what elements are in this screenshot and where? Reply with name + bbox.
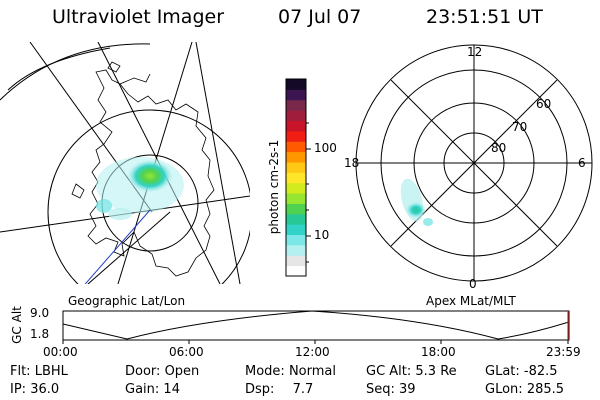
geo-aurora-core (128, 160, 172, 192)
info-seq-value: 39 (399, 382, 416, 397)
info-gain-value: 14 (163, 382, 180, 397)
geo-coast-inlet (119, 73, 151, 85)
polar-aurora-core (406, 202, 426, 218)
info-gc-alt: GC Alt: 5.3 Re (366, 364, 457, 379)
geo-coastline (87, 69, 215, 277)
altitude-xtick-0000: 00:00 (43, 345, 78, 359)
altitude-plot (62, 310, 570, 344)
mlt-label-18: 18 (344, 156, 360, 170)
colorbar-band (286, 130, 306, 142)
geo-aurora-patch (108, 208, 132, 220)
colorbar-frame (285, 78, 307, 277)
colorbar-band (286, 161, 306, 173)
colorbar-tick-label-10: 10 (314, 228, 330, 242)
colorbar-band (286, 234, 306, 246)
info-mode-value: Normal (288, 364, 336, 379)
geo-panel-caption: Geographic Lat/Lon (68, 294, 186, 308)
altitude-ytick-low: 1.8 (30, 327, 50, 341)
colorbar-band (286, 141, 306, 153)
info-glon-value: 285.5 (526, 382, 565, 397)
info-filter-label: Flt: (10, 364, 31, 379)
altitude-xtick-2359: 23:59 (546, 345, 581, 359)
geo-island (71, 183, 85, 199)
altitude-xtick-1200: 12:00 (295, 345, 330, 359)
colorbar (286, 79, 306, 277)
mlat-label-80: 80 (491, 141, 507, 155)
colorbar-band (286, 203, 306, 215)
geo-lat-circle-outer (47, 109, 250, 284)
geo-outer-arc-2 (0, 43, 151, 101)
colorbar-band (286, 79, 306, 90)
colorbar-band (286, 244, 306, 256)
colorbar-band (286, 213, 306, 225)
mlat-label-70: 70 (512, 120, 528, 134)
info-seq: Seq: 39 (366, 382, 416, 397)
date-readout: 07 Jul 07 (278, 6, 362, 28)
info-mode: Mode: Normal (245, 364, 336, 379)
geo-meridian (195, 42, 241, 284)
info-glon: GLon: 285.5 (485, 382, 564, 397)
geo-meridian (87, 211, 171, 284)
geo-aurora-patch (96, 199, 112, 213)
colorbar-band (286, 172, 306, 184)
mlt-label-12: 12 (467, 45, 483, 59)
info-glat: GLat: -82.5 (485, 364, 558, 379)
colorbar-band (286, 224, 306, 236)
info-ip-label: IP: (10, 382, 27, 397)
info-dsp-label: Dsp: (245, 382, 275, 397)
altitude-xtick-0600: 06:00 (169, 345, 204, 359)
mlat-label-60: 60 (536, 97, 552, 111)
colorbar-band (286, 120, 306, 132)
geographic-map (0, 42, 250, 284)
info-gc-alt-label: GC Alt: (366, 364, 412, 379)
info-door: Door: Open (125, 364, 199, 379)
colorbar-band (286, 265, 306, 277)
info-glat-label: GLat: (485, 364, 520, 379)
geo-track-line (84, 209, 151, 284)
time-readout: 23:51:51 UT (426, 6, 543, 28)
altitude-xtick-1800: 18:00 (421, 345, 456, 359)
info-filter-value: LBHL (34, 364, 68, 379)
info-door-label: Door: (125, 364, 161, 379)
info-gc-alt-value: 5.3 Re (415, 364, 457, 379)
info-door-value: Open (164, 364, 200, 379)
altitude-ytick-high: 9.0 (30, 306, 50, 320)
colorbar-band (286, 182, 306, 194)
info-gain: Gain: 14 (125, 382, 180, 397)
info-glat-value: -82.5 (523, 364, 558, 379)
geo-outer-arc (7, 47, 111, 91)
info-dsp: Dsp: 7.7 (245, 382, 313, 397)
info-gain-label: Gain: (125, 382, 160, 397)
colorbar-unit-label: photon cm-2s-1 (267, 139, 281, 235)
mlt-label-0: 0 (469, 277, 477, 291)
altitude-ylabel: GC Alt (10, 306, 24, 344)
info-mode-label: Mode: (245, 364, 285, 379)
altitude-curve (63, 311, 569, 340)
info-seq-label: Seq: (366, 382, 395, 397)
info-ip: IP: 36.0 (10, 382, 59, 397)
colorbar-band (286, 255, 306, 267)
colorbar-band (286, 89, 306, 101)
colorbar-tick-label-100: 100 (314, 141, 337, 155)
colorbar-band (286, 151, 306, 163)
info-filter: Flt: LBHL (10, 364, 68, 379)
polar-plot (355, 44, 593, 282)
info-ip-value: 36.0 (30, 382, 60, 397)
info-dsp-value: 7.7 (292, 382, 314, 397)
colorbar-band (286, 110, 306, 121)
colorbar-band (286, 193, 306, 204)
app-title: Ultraviolet Imager (52, 6, 225, 28)
info-glon-label: GLon: (485, 382, 523, 397)
mlt-label-6: 6 (578, 156, 586, 170)
polar-panel-caption: Apex MLat/MLT (426, 294, 516, 308)
colorbar-band (286, 99, 306, 111)
polar-aurora-patch (423, 218, 433, 226)
geo-island (107, 61, 121, 73)
